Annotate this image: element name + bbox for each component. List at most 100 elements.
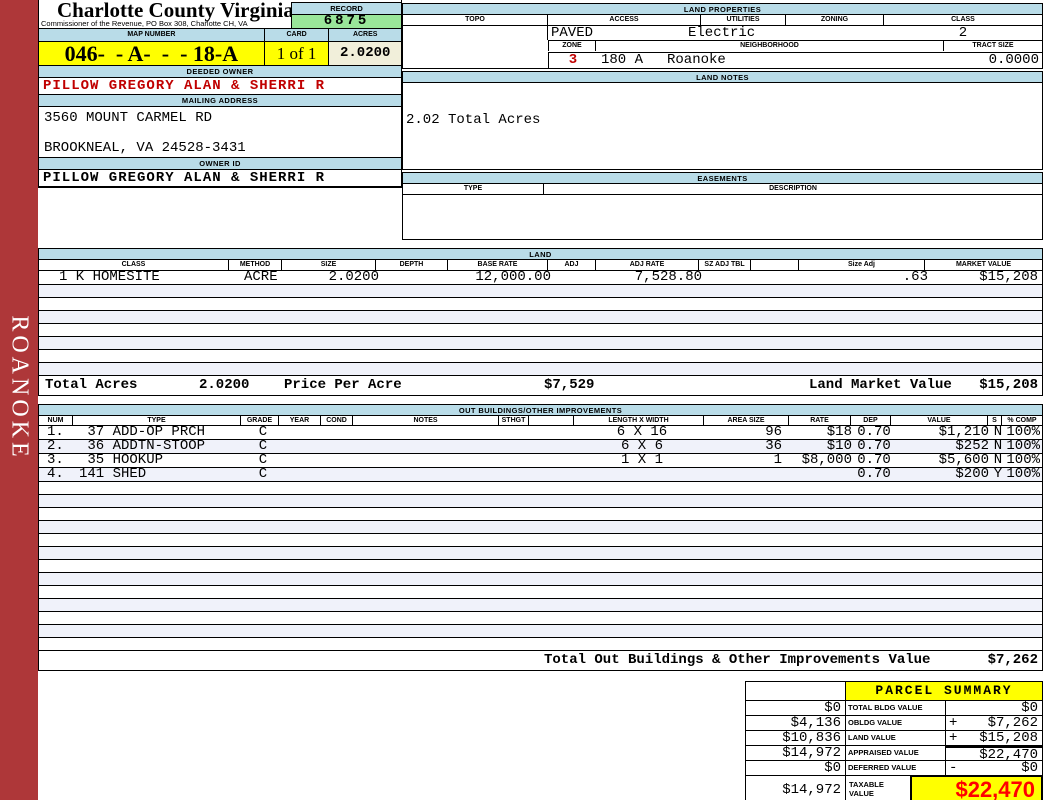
col-length-width: LENGTH X WIDTH <box>574 416 704 425</box>
ps-prior: $10,836 <box>746 731 846 745</box>
zoning-label: ZONING <box>786 15 884 25</box>
ps-taxable-label: TAXABLE VALUE <box>846 776 911 800</box>
ob-type: 35 HOOKUP <box>79 452 164 468</box>
land-notes-section: LAND NOTES 2.02 Total Acres <box>402 71 1043 170</box>
col-blank <box>751 260 799 270</box>
ob-dims: 6 X 16 <box>616 424 668 440</box>
out-building-row: 2. 36 ADDTN-STOOP C 6 X 6 36 $10 0.70 $2… <box>39 438 1042 454</box>
ps-value: $7,262 <box>987 715 1038 731</box>
land-row: 1 K HOMESITE ACRE 2.0200 12,000.00 7,528… <box>39 269 1042 285</box>
sidebar-neighborhood-label: ROANOKE <box>6 315 33 461</box>
ob-value: $252 <box>955 438 989 454</box>
neighborhood-code: 180 A <box>601 52 644 68</box>
record-box: RECORD 6875 <box>291 2 401 28</box>
out-buildings-title: OUT BUILDINGS/OTHER IMPROVEMENTS <box>39 405 1042 416</box>
ob-grade: C <box>258 452 268 468</box>
ob-type: 141 SHED <box>79 466 147 482</box>
deeded-owner-value: PILLOW GREGORY ALAN & SHERRI R <box>39 78 401 95</box>
ps-row-obldg: $4,136 OBLDG VALUE + $7,262 <box>746 716 1042 731</box>
land-table-headers: CLASS METHOD SIZE DEPTH BASE RATE ADJ AD… <box>39 260 1042 271</box>
mailing-address-header: MAILING ADDRESS <box>39 95 401 107</box>
out-buildings-empty-rows <box>39 482 1042 651</box>
card-label: CARD <box>264 29 330 41</box>
access-label: ACCESS <box>548 15 701 25</box>
ob-num: 2. <box>47 438 64 454</box>
out-buildings-section: OUT BUILDINGS/OTHER IMPROVEMENTS NUM TYP… <box>38 404 1043 671</box>
ob-s: N <box>993 452 1003 468</box>
ps-value: $0 <box>1021 760 1038 776</box>
mailing-address: 3560 MOUNT CARMEL RD BROOKNEAL, VA 24528… <box>39 107 401 158</box>
land-market-value-total: $15,208 <box>979 377 1038 393</box>
topo-value <box>403 26 548 40</box>
land-notes-text: 2.02 Total Acres <box>406 112 541 128</box>
map-card-acres-headers: MAP NUMBER CARD ACRES <box>39 29 401 42</box>
acres-value: 2.0200 <box>329 42 401 65</box>
col-rate: RATE <box>789 416 851 425</box>
ob-num: 4. <box>47 466 64 482</box>
record-label: RECORD <box>292 3 401 15</box>
ps-value: $15,208 <box>979 730 1038 746</box>
map-card-acres-values: 046- - A- - - 18-A 1 of 1 2.0200 <box>39 42 401 66</box>
owner-block: Charlotte County Virginia Commissioner o… <box>38 0 402 188</box>
parcel-summary-section: PARCEL SUMMARY $0 TOTAL BLDG VALUE $0 $4… <box>745 681 1043 800</box>
ob-area: 1 <box>773 452 782 468</box>
ob-dims: 6 X 6 <box>620 438 663 454</box>
ps-row-deferred: $0 DEFERRED VALUE - $0 <box>746 761 1042 776</box>
total-acres-value: 2.0200 <box>199 377 250 393</box>
ps-row-total-bldg: $0 TOTAL BLDG VALUE $0 <box>746 701 1042 716</box>
col-s: S <box>988 416 1002 425</box>
ps-prior: $14,972 <box>746 776 846 800</box>
ob-num: 1. <box>47 424 64 440</box>
ps-op: + <box>949 730 958 746</box>
land-properties-title: LAND PROPERTIES <box>403 4 1042 15</box>
total-acres-label: Total Acres <box>45 377 138 393</box>
ob-rate: $10 <box>826 438 852 454</box>
tract-size-label: TRACT SIZE <box>972 42 1014 49</box>
ob-type: 37 ADD-OP PRCH <box>79 424 206 440</box>
col-cond: COND <box>321 416 353 425</box>
ob-pct: 100% <box>1006 452 1040 468</box>
map-number-value: 046- - A- - - 18-A <box>39 42 265 65</box>
zone-neighborhood-values: 3 180 A Roanoke 0.0000 <box>548 53 1042 68</box>
zone-value: 3 <box>568 52 578 68</box>
county-title: Charlotte County Virginia <box>57 0 294 22</box>
tract-size-value: 0.0000 <box>988 52 1039 68</box>
ps-row-taxable: $14,972 TAXABLE VALUE $22,470 <box>746 775 1043 800</box>
sidebar-neighborhood-band: ROANOKE <box>0 0 38 800</box>
price-per-acre-label: Price Per Acre <box>284 377 402 393</box>
ob-dep: 0.70 <box>857 452 891 468</box>
ps-value: $22,470 <box>979 747 1038 763</box>
ps-prior: $0 <box>746 701 846 715</box>
col-year: YEAR <box>279 416 321 425</box>
col-class: CLASS <box>39 260 229 270</box>
land-class: 1 K HOMESITE <box>59 269 160 285</box>
easements-headers: TYPE DESCRIPTION <box>403 184 1042 195</box>
ps-row-appraised: $14,972 APPRAISED VALUE $22,470 <box>746 746 1042 763</box>
col-num: NUM <box>39 416 73 425</box>
col-type: TYPE <box>73 416 241 425</box>
neighborhood-value: Roanoke <box>667 52 726 68</box>
ob-s: Y <box>993 466 1003 482</box>
ob-dims: 1 X 1 <box>620 452 663 468</box>
map-number-label: MAP NUMBER <box>39 29 265 41</box>
out-buildings-total-value: $7,262 <box>987 652 1038 668</box>
ob-grade: C <box>258 466 268 482</box>
ps-taxable-value: $22,470 <box>910 775 1043 800</box>
deeded-owner-header: DEEDED OWNER <box>39 66 401 78</box>
land-properties-values: PAVED Electric 2 <box>403 26 1042 40</box>
land-properties-section: LAND PROPERTIES TOPO ACCESS UTILITIES ZO… <box>402 3 1043 69</box>
ob-pct: 100% <box>1006 466 1040 482</box>
class-value: 2 <box>958 25 968 41</box>
col-sz-adj-tbl: SZ ADJ TBL <box>699 260 751 270</box>
land-properties-headers: TOPO ACCESS UTILITIES ZONING CLASS <box>403 15 1042 26</box>
acres-label: ACRES <box>329 29 401 41</box>
ob-area: 36 <box>765 438 782 454</box>
ob-pct: 100% <box>1006 438 1040 454</box>
ob-num: 3. <box>47 452 64 468</box>
out-buildings-total-row: Total Out Buildings & Other Improvements… <box>39 651 1042 670</box>
ps-prior: $0 <box>746 761 846 775</box>
col-market-value: MARKET VALUE <box>955 261 1012 268</box>
ob-s: N <box>993 424 1003 440</box>
ob-dep: 0.70 <box>857 466 891 482</box>
